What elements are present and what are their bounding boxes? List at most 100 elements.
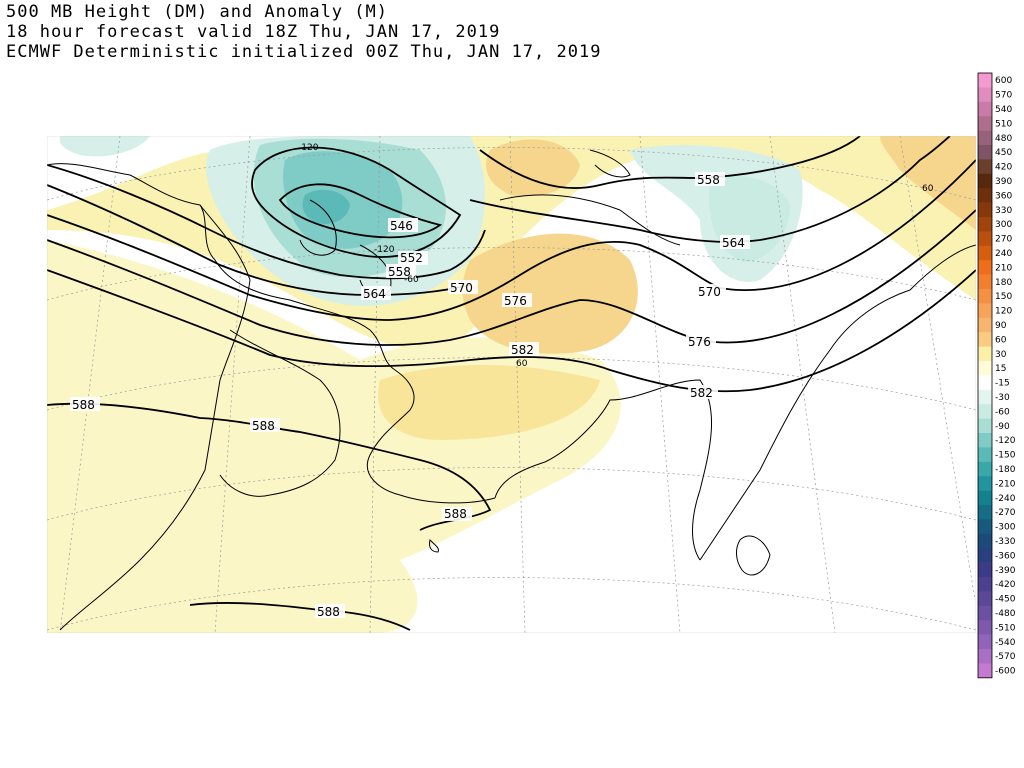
colorbar-label: 90 <box>995 321 1007 331</box>
contour-label: 558 <box>697 173 720 187</box>
colorbar-swatch <box>978 548 992 563</box>
colorbar-swatch <box>978 87 992 103</box>
contour-576 <box>47 209 976 346</box>
contour-label: 552 <box>400 251 423 265</box>
colorbar-label: 180 <box>995 278 1012 288</box>
colorbar-swatch <box>978 217 992 232</box>
contour-label: 558 <box>388 265 411 279</box>
colorbar-label: 540 <box>995 105 1012 115</box>
contour-labels: 546 552 558 564 570 576 582 588 588 588 … <box>70 172 750 619</box>
contour-label: 564 <box>363 287 386 301</box>
colorbar-label: -540 <box>995 638 1016 648</box>
contour-label: 588 <box>72 398 95 412</box>
colorbar-label: 450 <box>995 148 1012 158</box>
colorbar: 600 570 540 510 480 450 420 390 360 330 300 270 240 2… <box>977 72 1016 679</box>
colorbar-label: -480 <box>995 609 1016 619</box>
contour-588 <box>47 402 492 531</box>
contour-label: 582 <box>511 343 534 357</box>
contour-label: 564 <box>722 236 745 250</box>
colorbar-label: -330 <box>995 537 1016 547</box>
colorbar-swatch <box>978 101 992 117</box>
colorbar-label: -600 <box>995 667 1016 677</box>
colorbar-swatch <box>978 605 992 621</box>
colorbar-swatch <box>978 649 992 664</box>
height-contours <box>47 136 976 631</box>
colorbar-label: 420 <box>995 163 1012 173</box>
coastlines <box>47 149 976 631</box>
colorbar-label: -240 <box>995 494 1016 504</box>
colorbar-swatch <box>978 433 992 448</box>
contour-label: 588 <box>252 419 275 433</box>
colorbar-swatch <box>978 634 992 650</box>
contour-label: 570 <box>450 281 473 295</box>
colorbar-label: -60 <box>995 407 1010 417</box>
contour-546 <box>278 183 443 239</box>
contour-label: 546 <box>390 219 413 233</box>
anomaly-label: -60 <box>404 275 419 285</box>
colorbar-swatch <box>978 620 992 635</box>
colorbar-label: -150 <box>995 451 1016 461</box>
contour-570 <box>47 159 976 321</box>
colorbar-swatch <box>978 159 992 175</box>
colorbar-swatch <box>978 274 992 290</box>
colorbar-swatch <box>978 490 992 506</box>
colorbar-swatch <box>978 73 992 88</box>
colorbar-swatch <box>978 260 992 275</box>
colorbar-label: 390 <box>995 177 1012 187</box>
colorbar-label: -210 <box>995 479 1016 489</box>
colorbar-swatch <box>978 346 992 362</box>
colorbar-swatch <box>978 361 992 376</box>
colorbar-swatch <box>978 591 992 607</box>
negative-anomaly-center <box>302 189 350 225</box>
colorbar-label: 210 <box>995 263 1012 273</box>
anomaly-label: -120 <box>298 143 319 153</box>
contour-564-west <box>47 184 471 296</box>
colorbar-label: -300 <box>995 523 1016 533</box>
colorbar-label: 510 <box>995 119 1012 129</box>
colorbar-label: 570 <box>995 91 1012 101</box>
contour-552 <box>251 146 462 258</box>
map-panel: 546 552 558 564 570 576 582 588 588 588 … <box>47 136 976 633</box>
colorbar-swatch <box>978 663 992 679</box>
colorbar-label: -420 <box>995 580 1016 590</box>
colorbar-swatch <box>978 562 992 578</box>
positive-anomaly-core2 <box>486 139 580 197</box>
contour-558-east <box>479 136 861 189</box>
contour-label: 570 <box>698 285 721 299</box>
colorbar-label: -450 <box>995 595 1016 605</box>
colorbar-swatch <box>978 303 992 319</box>
colorbar-swatch <box>978 188 992 203</box>
colorbar-label: -180 <box>995 465 1016 475</box>
colorbar-swatch <box>978 116 992 131</box>
title-block: 500 MB Height (DM) and Anomaly (M) 18 ho… <box>6 2 601 62</box>
colorbar-label: 15 <box>995 364 1006 374</box>
colorbar-label: 600 <box>995 76 1012 86</box>
colorbar-label: -360 <box>995 551 1016 561</box>
anomaly-label: 60 <box>516 359 528 369</box>
colorbar-label: -570 <box>995 652 1016 662</box>
colorbar-swatch <box>978 519 992 535</box>
contour-label: 576 <box>688 335 711 349</box>
colorbar-swatch <box>978 375 992 391</box>
colorbar-label: -270 <box>995 508 1016 518</box>
colorbar-swatch <box>978 231 992 247</box>
colorbar-swatch <box>978 404 992 419</box>
anomaly-shading <box>47 136 976 633</box>
colorbar-swatch <box>978 332 992 347</box>
negative-anomaly-nw <box>59 136 150 157</box>
colorbar-label: 330 <box>995 206 1012 216</box>
colorbar-label: -390 <box>995 566 1016 576</box>
colorbar-label: 240 <box>995 249 1012 259</box>
colorbar-swatch <box>978 476 992 491</box>
anomaly-label: -120 <box>374 245 395 255</box>
colorbar-label: 30 <box>995 350 1007 360</box>
colorbar-label: 360 <box>995 191 1012 201</box>
colorbar-swatch <box>978 461 992 477</box>
colorbar-label: -30 <box>995 393 1010 403</box>
colorbar-label: 150 <box>995 292 1012 302</box>
colorbar-swatch <box>978 173 992 189</box>
colorbar-label: 120 <box>995 307 1012 317</box>
colorbar-swatch <box>978 505 992 520</box>
colorbar-swatch <box>978 577 992 592</box>
